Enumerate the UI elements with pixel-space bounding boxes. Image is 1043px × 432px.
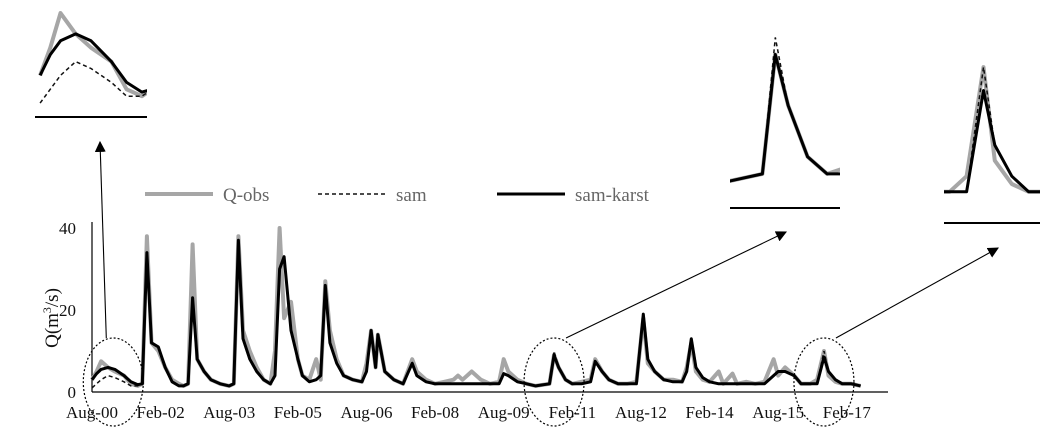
zoom-inset xyxy=(730,37,840,209)
inset-line-Q-obs xyxy=(38,11,147,99)
x-tick-label: Feb-08 xyxy=(411,403,459,422)
inset-line-sam-karst xyxy=(38,32,147,94)
legend-label-sam: sam xyxy=(396,185,427,206)
legend-label-sam-karst: sam-karst xyxy=(575,185,650,206)
zoom-callouts xyxy=(82,140,999,427)
y-tick-label: 20 xyxy=(59,301,76,320)
x-tick-label: Aug-03 xyxy=(203,403,255,422)
inset-line-Q-obs xyxy=(944,65,1040,194)
axes xyxy=(91,222,888,393)
series-line-sam-karst xyxy=(90,238,861,388)
x-tick-label: Feb-17 xyxy=(823,403,872,422)
zoom-circle xyxy=(793,337,855,427)
inset-line-sam-karst xyxy=(944,89,1040,194)
x-tick-label: Aug-12 xyxy=(615,403,667,422)
zoom-insets xyxy=(35,11,1040,224)
series-lines xyxy=(90,226,862,389)
x-tick-label: Aug-09 xyxy=(478,403,530,422)
legend-label-Q-obs: Q-obs xyxy=(223,185,269,206)
x-tick-label: Aug-06 xyxy=(341,403,393,422)
x-tick-label: Feb-02 xyxy=(137,403,185,422)
x-tick-label: Feb-05 xyxy=(274,403,322,422)
inset-line-sam-karst xyxy=(730,53,840,183)
zoom-arrow xyxy=(835,247,999,339)
x-tick-label: Feb-14 xyxy=(686,403,735,422)
zoom-inset xyxy=(35,11,147,118)
series-line-sam xyxy=(91,240,861,389)
zoom-circle xyxy=(82,337,144,427)
inset-line-Q-obs xyxy=(730,52,840,184)
zoom-inset xyxy=(944,65,1040,224)
x-tick-label: Feb-11 xyxy=(549,403,597,422)
inset-line-sam xyxy=(944,66,1040,193)
y-axis-label: Q(m3/s) xyxy=(40,288,63,348)
x-tick-label: Aug-15 xyxy=(752,403,804,422)
y-tick-label: 0 xyxy=(68,383,77,402)
zoom-circle xyxy=(523,337,585,427)
zoom-arrow xyxy=(565,231,787,339)
x-axis-ticks: Aug-00 Feb-02 Aug-03 Feb-05 Aug-06 Feb-08 Aug-… xyxy=(66,403,871,422)
zoom-arrow xyxy=(94,140,107,339)
y-axis-ticks: 0 20 40 xyxy=(59,219,76,402)
legend: Q-obs sam sam-karst xyxy=(145,185,650,206)
y-tick-label: 40 xyxy=(59,219,76,238)
